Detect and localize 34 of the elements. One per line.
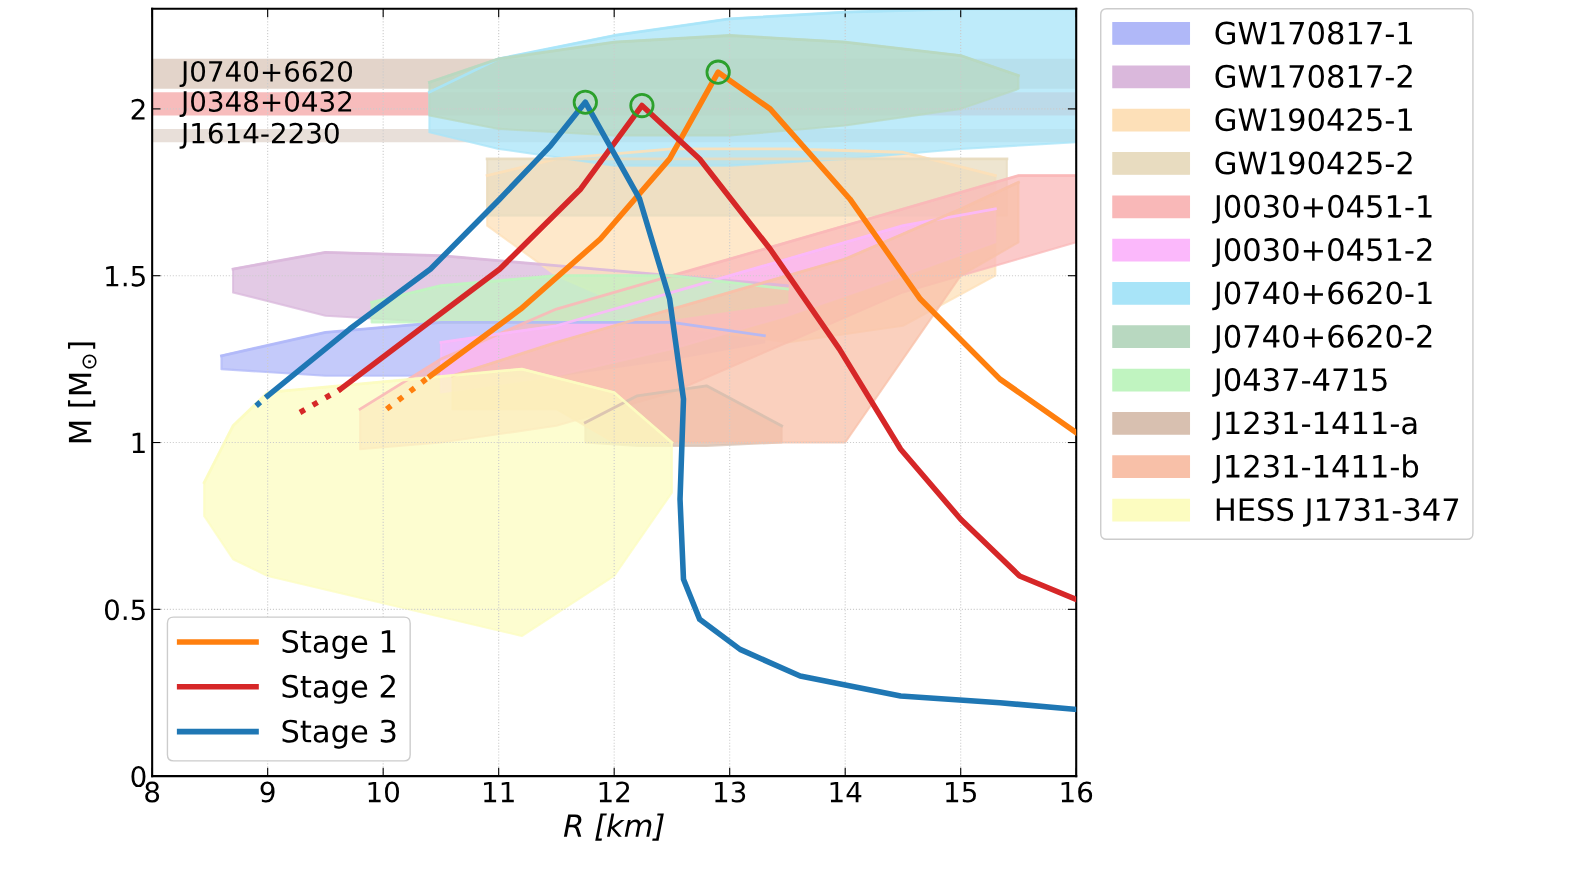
x-tick-label: 15 [946, 781, 976, 803]
y-axis-title: M [M$_{⊙}$] [67, 342, 97, 443]
y-tick-label: 2 [131, 98, 145, 120]
x-tick-label: 14 [830, 781, 862, 803]
legend-label: J1231-1411-a [1212, 411, 1417, 441]
legend-label: GW190425-2 [1215, 151, 1412, 175]
legend-label: J0030+0451-1 [1212, 194, 1432, 224]
band-label: J0740+6620 [179, 60, 353, 88]
legend-label: J0740+6620-2 [1212, 324, 1432, 354]
band-label: J0348+0432 [179, 90, 352, 118]
legend-label: Stage 2 [282, 674, 395, 704]
x-axis-title: R [km] [563, 813, 664, 841]
legend-label: J0030+0451-2 [1212, 238, 1432, 267]
y-tick-label: 1.5 [106, 266, 145, 287]
x-tick-label: 12 [599, 781, 630, 803]
x-tick-label: 10 [368, 781, 399, 803]
legend-label: J0740+6620-1 [1212, 281, 1432, 311]
legend-label: HESS J1731-347 [1216, 498, 1459, 527]
band-label: J1614-2230 [179, 122, 339, 149]
x-tick-label: 16 [1061, 781, 1093, 803]
x-tick-label: 9 [260, 781, 275, 803]
x-tick-label: 11 [484, 781, 514, 803]
y-tick-label: 0 [131, 766, 146, 788]
legend-label: J1231-1411-b [1212, 454, 1419, 484]
y-tick-label: 1 [132, 432, 145, 454]
legend-label: GW170817-2 [1215, 64, 1412, 88]
legend-label: Stage 3 [282, 719, 396, 749]
legend-label: Stage 1 [282, 629, 396, 659]
legend-label: GW170817-1 [1215, 21, 1412, 45]
x-tick-label: 13 [715, 781, 746, 803]
legend-label: J0437-4715 [1212, 368, 1387, 397]
y-tick-label: 0.5 [104, 599, 145, 621]
x-tick-label: 8 [145, 781, 160, 803]
legend-label: GW190425-1 [1215, 108, 1412, 132]
